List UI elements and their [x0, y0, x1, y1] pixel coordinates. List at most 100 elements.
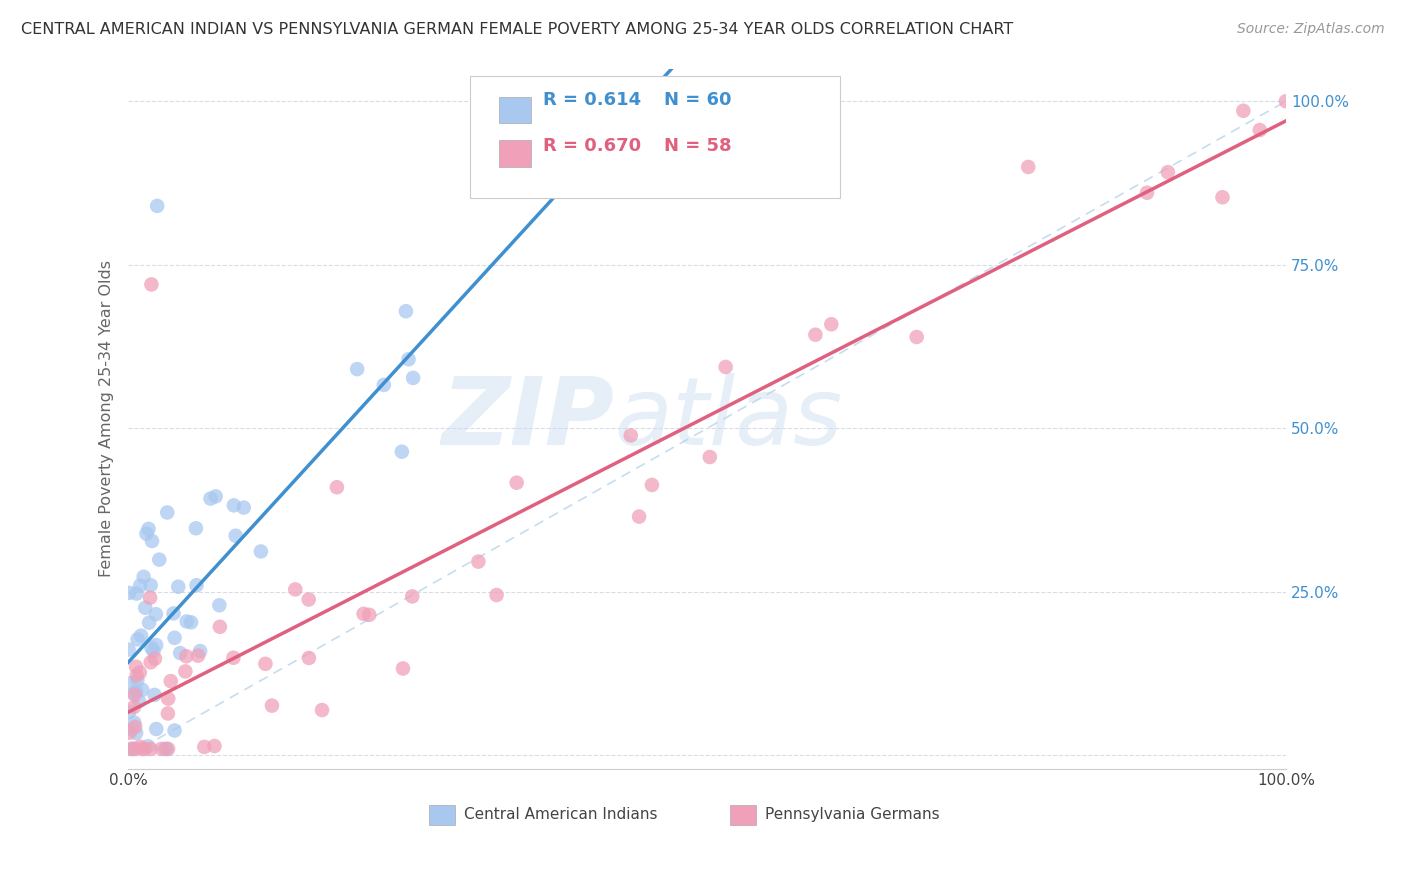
Point [148, 552, 170, 566]
Point [174, 665, 197, 679]
Point [467, 555, 489, 569]
Point [136, 739, 159, 754]
Point [176, 649, 198, 664]
Point [132, 570, 155, 584]
Point [124, 720, 146, 734]
Point [138, 615, 160, 630]
Point [326, 480, 349, 494]
Point [125, 742, 148, 756]
Point [699, 450, 721, 464]
FancyBboxPatch shape [499, 96, 531, 123]
Point [311, 703, 333, 717]
Point [1249, 123, 1271, 137]
Point [124, 715, 146, 730]
Point [346, 362, 368, 376]
Text: R = 0.670: R = 0.670 [543, 136, 641, 154]
Point [505, 475, 527, 490]
Point [142, 644, 165, 658]
Point [129, 629, 152, 643]
Point [485, 588, 508, 602]
Point [163, 723, 186, 738]
Point [125, 586, 148, 600]
Point [121, 742, 143, 756]
Point [128, 694, 150, 708]
Point [1017, 160, 1039, 174]
Y-axis label: Female Poverty Among 25-34 Year Olds: Female Poverty Among 25-34 Year Olds [100, 260, 114, 577]
Text: Central American Indians: Central American Indians [464, 806, 658, 822]
Point [284, 582, 307, 597]
FancyBboxPatch shape [470, 76, 841, 198]
Point [204, 489, 226, 503]
Point [143, 651, 166, 665]
Point [139, 655, 162, 669]
Point [208, 599, 231, 613]
Text: CENTRAL AMERICAN INDIAN VS PENNSYLVANIA GERMAN FEMALE POVERTY AMONG 25-34 YEAR O: CENTRAL AMERICAN INDIAN VS PENNSYLVANIA … [21, 22, 1014, 37]
Point [125, 726, 148, 740]
Point [391, 444, 413, 458]
Point [395, 304, 418, 318]
FancyBboxPatch shape [429, 805, 454, 824]
Point [156, 506, 179, 520]
Point [125, 668, 148, 682]
FancyBboxPatch shape [730, 805, 756, 824]
Point [141, 277, 163, 292]
Point [260, 698, 283, 713]
Point [127, 673, 149, 687]
Point [157, 742, 180, 756]
Point [135, 526, 157, 541]
Point [143, 688, 166, 702]
Point [1157, 165, 1180, 179]
Point [353, 607, 375, 621]
Point [180, 615, 202, 630]
Text: Source: ZipAtlas.com: Source: ZipAtlas.com [1237, 22, 1385, 37]
Point [398, 352, 420, 367]
Point [155, 742, 177, 756]
Point [641, 478, 664, 492]
FancyBboxPatch shape [499, 140, 531, 167]
Point [359, 607, 381, 622]
Point [145, 638, 167, 652]
Point [118, 586, 141, 600]
Point [620, 428, 643, 442]
Point [186, 578, 208, 592]
Text: ZIP: ZIP [441, 373, 614, 465]
Point [138, 522, 160, 536]
Point [200, 491, 222, 506]
Point [139, 591, 162, 605]
Point [122, 699, 145, 714]
Text: atlas: atlas [614, 373, 842, 464]
Point [155, 742, 177, 756]
Point [124, 688, 146, 702]
Point [156, 706, 179, 721]
Point [714, 359, 737, 374]
Point [167, 580, 190, 594]
Text: N = 58: N = 58 [664, 136, 733, 154]
Point [141, 533, 163, 548]
Point [121, 722, 143, 736]
Point [118, 725, 141, 739]
Point [120, 742, 142, 756]
Point [401, 590, 423, 604]
Point [146, 199, 169, 213]
Point [169, 646, 191, 660]
Point [1136, 186, 1159, 200]
Point [127, 632, 149, 647]
Point [298, 592, 321, 607]
Point [134, 600, 156, 615]
Point [139, 578, 162, 592]
Point [188, 644, 211, 658]
Point [128, 665, 150, 680]
Point [193, 739, 215, 754]
Point [139, 742, 162, 756]
Point [222, 499, 245, 513]
Point [1232, 103, 1254, 118]
Point [184, 521, 207, 535]
Point [159, 674, 181, 689]
Point [134, 742, 156, 756]
Text: Pennsylvania Germans: Pennsylvania Germans [765, 806, 939, 822]
Text: N = 60: N = 60 [664, 91, 731, 109]
Point [820, 318, 842, 332]
Point [176, 615, 198, 629]
Point [250, 544, 273, 558]
Point [129, 739, 152, 754]
